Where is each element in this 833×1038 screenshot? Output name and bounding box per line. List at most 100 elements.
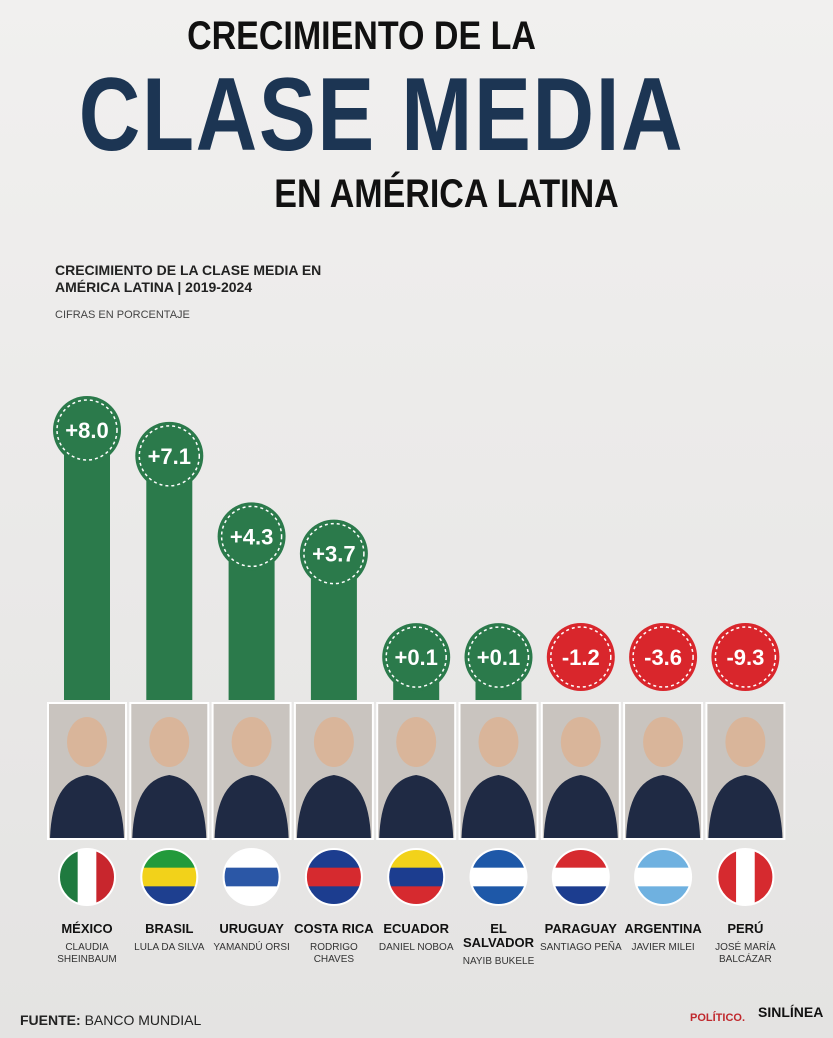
badge-ring <box>385 626 447 688</box>
photo-head <box>231 717 272 767</box>
photo-head <box>643 717 684 767</box>
flag-stripe <box>388 849 445 869</box>
flag-border <box>140 848 199 906</box>
photo-suit <box>626 775 701 838</box>
badge-ring <box>632 626 694 688</box>
country-name: ARGENTINA <box>624 921 702 936</box>
value-badge <box>382 623 451 692</box>
flag-stripe <box>223 867 280 887</box>
value-badge <box>217 502 286 571</box>
photo-head <box>725 717 766 767</box>
photo-suit <box>132 775 207 838</box>
value-label: +8.0 <box>65 418 108 443</box>
country-name: PARAGUAY <box>544 921 617 936</box>
photo-suit <box>379 775 454 838</box>
country-name: ECUADOR <box>383 921 450 936</box>
photo-suit <box>296 775 371 838</box>
value-badge <box>711 623 780 691</box>
leader-name: SANTIAGO PEÑA <box>539 942 622 953</box>
flag-stripe <box>388 867 445 887</box>
leader-name: RODRIGO CHAVES <box>310 942 358 965</box>
flag-border <box>716 848 775 906</box>
badge-ring <box>56 399 118 461</box>
photo-head <box>478 717 519 767</box>
country-name: COSTA RICA <box>294 921 374 936</box>
flag <box>140 848 199 906</box>
chart-title: CRECIMIENTO DE LA CLASE MEDIA EN AMÉRICA… <box>55 262 322 295</box>
badge-ring <box>714 626 777 688</box>
leader-name: LULA DA SILVA <box>134 942 205 953</box>
flag-border <box>551 848 610 906</box>
flag-stripe <box>305 867 362 887</box>
flag-border <box>58 848 116 906</box>
flag-border <box>387 848 446 906</box>
country-name: EL SALVADOR <box>462 921 535 950</box>
leader-name: CLAUDIA SHEINBAUM <box>57 942 117 965</box>
flag-stripe <box>77 849 97 905</box>
value-badge <box>135 421 204 490</box>
flag-stripe <box>305 849 362 869</box>
value-label: +7.1 <box>148 444 191 469</box>
photo-suit <box>543 775 618 838</box>
country-name: PERÚ <box>727 921 764 936</box>
flag-stripe <box>470 849 527 869</box>
flag-border <box>222 848 281 906</box>
flag-stripe <box>552 849 609 869</box>
logo-politico: POLÍTICO. <box>690 1012 745 1024</box>
country-name: BRASIL <box>145 921 194 936</box>
leader-name: JOSÉ MARÍA BALCÁZAR <box>715 942 776 965</box>
value-label: +3.7 <box>312 542 355 567</box>
flag <box>551 848 610 906</box>
flag-border <box>469 848 528 906</box>
flag-stripe <box>552 867 609 887</box>
value-badge <box>629 623 698 691</box>
photo-suit <box>50 775 124 838</box>
badge-ring <box>550 626 612 688</box>
leader-name: JAVIER MILEI <box>631 942 695 953</box>
value-label: +0.1 <box>477 645 520 670</box>
bar <box>146 455 193 700</box>
source-text: BANCO MUNDIAL <box>84 1012 202 1028</box>
flag <box>387 848 446 906</box>
photo-head <box>149 717 190 767</box>
flag-stripe <box>717 849 737 905</box>
country-name: MÉXICO <box>61 921 113 936</box>
flag-border <box>304 848 363 906</box>
source: FUENTE: BANCO MUNDIAL <box>20 1012 201 1028</box>
flag <box>222 848 281 906</box>
leader-name: YAMANDÚ ORSI <box>213 942 290 953</box>
flag-border <box>634 848 693 906</box>
source-label: FUENTE: <box>20 1012 81 1028</box>
flag <box>634 848 693 906</box>
photo-head <box>560 717 601 767</box>
value-label: +0.1 <box>394 645 437 670</box>
photo-head <box>396 717 437 767</box>
value-badge <box>299 519 368 588</box>
photo-suit <box>461 775 536 838</box>
flag-stripe <box>141 867 198 887</box>
leader-name: DANIEL NOBOA <box>378 942 454 953</box>
country-name: URUGUAY <box>219 921 284 936</box>
badge-ring <box>138 425 201 487</box>
flag-stripe <box>141 849 198 869</box>
value-label: -3.6 <box>644 645 682 670</box>
photo-suit <box>214 775 289 838</box>
flag-stripe <box>635 867 692 887</box>
bar <box>64 430 110 700</box>
value-label: +4.3 <box>230 524 273 549</box>
badge-ring <box>220 505 283 568</box>
flag <box>304 848 363 906</box>
value-label: -1.2 <box>562 645 600 670</box>
flag <box>469 848 528 906</box>
badge-ring <box>303 522 365 585</box>
value-badge <box>546 623 615 691</box>
flag-stripe <box>223 849 280 869</box>
flag <box>58 848 116 906</box>
leader-name: NAYIB BUKELE <box>462 956 535 967</box>
title-line1: CRECIMIENTO DE LA <box>187 14 536 58</box>
flag-stripe <box>736 849 756 905</box>
flag-stripe <box>59 849 79 905</box>
photo-suit <box>708 775 783 838</box>
